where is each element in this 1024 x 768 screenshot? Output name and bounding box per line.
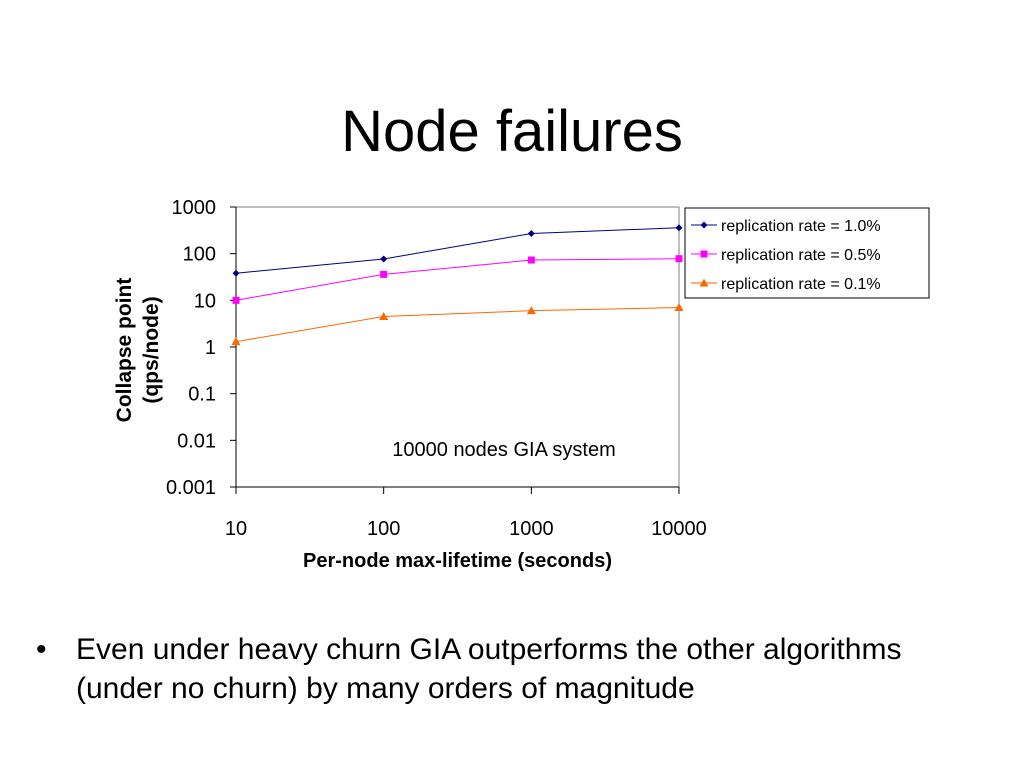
bullet-text: Even under heavy churn GIA outperforms t… bbox=[76, 633, 902, 705]
x-axis-title: Per-node max-lifetime (seconds) bbox=[303, 550, 612, 572]
data-point bbox=[232, 296, 240, 304]
data-point bbox=[231, 337, 241, 346]
y-tick-label: 0.001 bbox=[166, 477, 216, 499]
series-line-1 bbox=[235, 227, 680, 274]
y-tick-label: 1000 bbox=[172, 197, 217, 219]
chart-labels: 10000 nodes GIA system Per-node max-lifet… bbox=[113, 278, 616, 572]
y-tick-label: 0.01 bbox=[177, 430, 216, 452]
y-axis-title: Collapse point (qps/node) bbox=[113, 278, 163, 423]
chart-series bbox=[231, 224, 684, 346]
data-point bbox=[527, 256, 535, 264]
x-tick-label: 1000 bbox=[509, 518, 554, 540]
data-point bbox=[527, 230, 535, 238]
legend-marker bbox=[700, 221, 708, 229]
y-tick-label: 10 bbox=[194, 290, 216, 312]
bullet-item: • Even under heavy churn GIA outperforms… bbox=[36, 630, 996, 708]
chart-annotation: 10000 nodes GIA system bbox=[392, 439, 615, 461]
x-tick-label: 100 bbox=[367, 518, 400, 540]
legend-label: replication rate = 0.5% bbox=[721, 247, 881, 264]
data-point bbox=[526, 306, 536, 315]
slide-title: Node failures bbox=[341, 99, 683, 164]
y-tick-label: 100 bbox=[183, 244, 216, 266]
data-point bbox=[232, 269, 240, 277]
x-tick-label: 10 bbox=[225, 518, 247, 540]
series-line-3 bbox=[235, 307, 680, 343]
legend-box bbox=[684, 207, 930, 299]
data-point bbox=[380, 270, 388, 278]
data-point bbox=[674, 303, 684, 312]
legend-marker bbox=[699, 278, 709, 287]
chart-legend: replication rate = 1.0% replication rate … bbox=[684, 207, 930, 299]
series-line-2 bbox=[235, 258, 680, 301]
y-tick-label: 1 bbox=[205, 337, 216, 359]
bullet-marker: • bbox=[36, 633, 47, 666]
data-point bbox=[379, 312, 389, 321]
y-axis-title-line: (qps/node) bbox=[140, 296, 163, 403]
chart-axes: 1000 100 10 1 0.1 0.01 0.001 10 100 1000 10000 bbox=[166, 197, 707, 540]
x-tick-label: 10000 bbox=[651, 518, 707, 540]
y-tick-label: 0.1 bbox=[188, 384, 216, 406]
data-point bbox=[675, 224, 683, 232]
y-axis-title-line: Collapse point bbox=[113, 278, 136, 423]
data-point bbox=[675, 255, 683, 263]
legend-label: replication rate = 1.0% bbox=[721, 218, 881, 235]
legend-marker bbox=[700, 250, 708, 258]
legend-label: replication rate = 0.1% bbox=[721, 276, 881, 293]
data-point bbox=[380, 255, 388, 263]
